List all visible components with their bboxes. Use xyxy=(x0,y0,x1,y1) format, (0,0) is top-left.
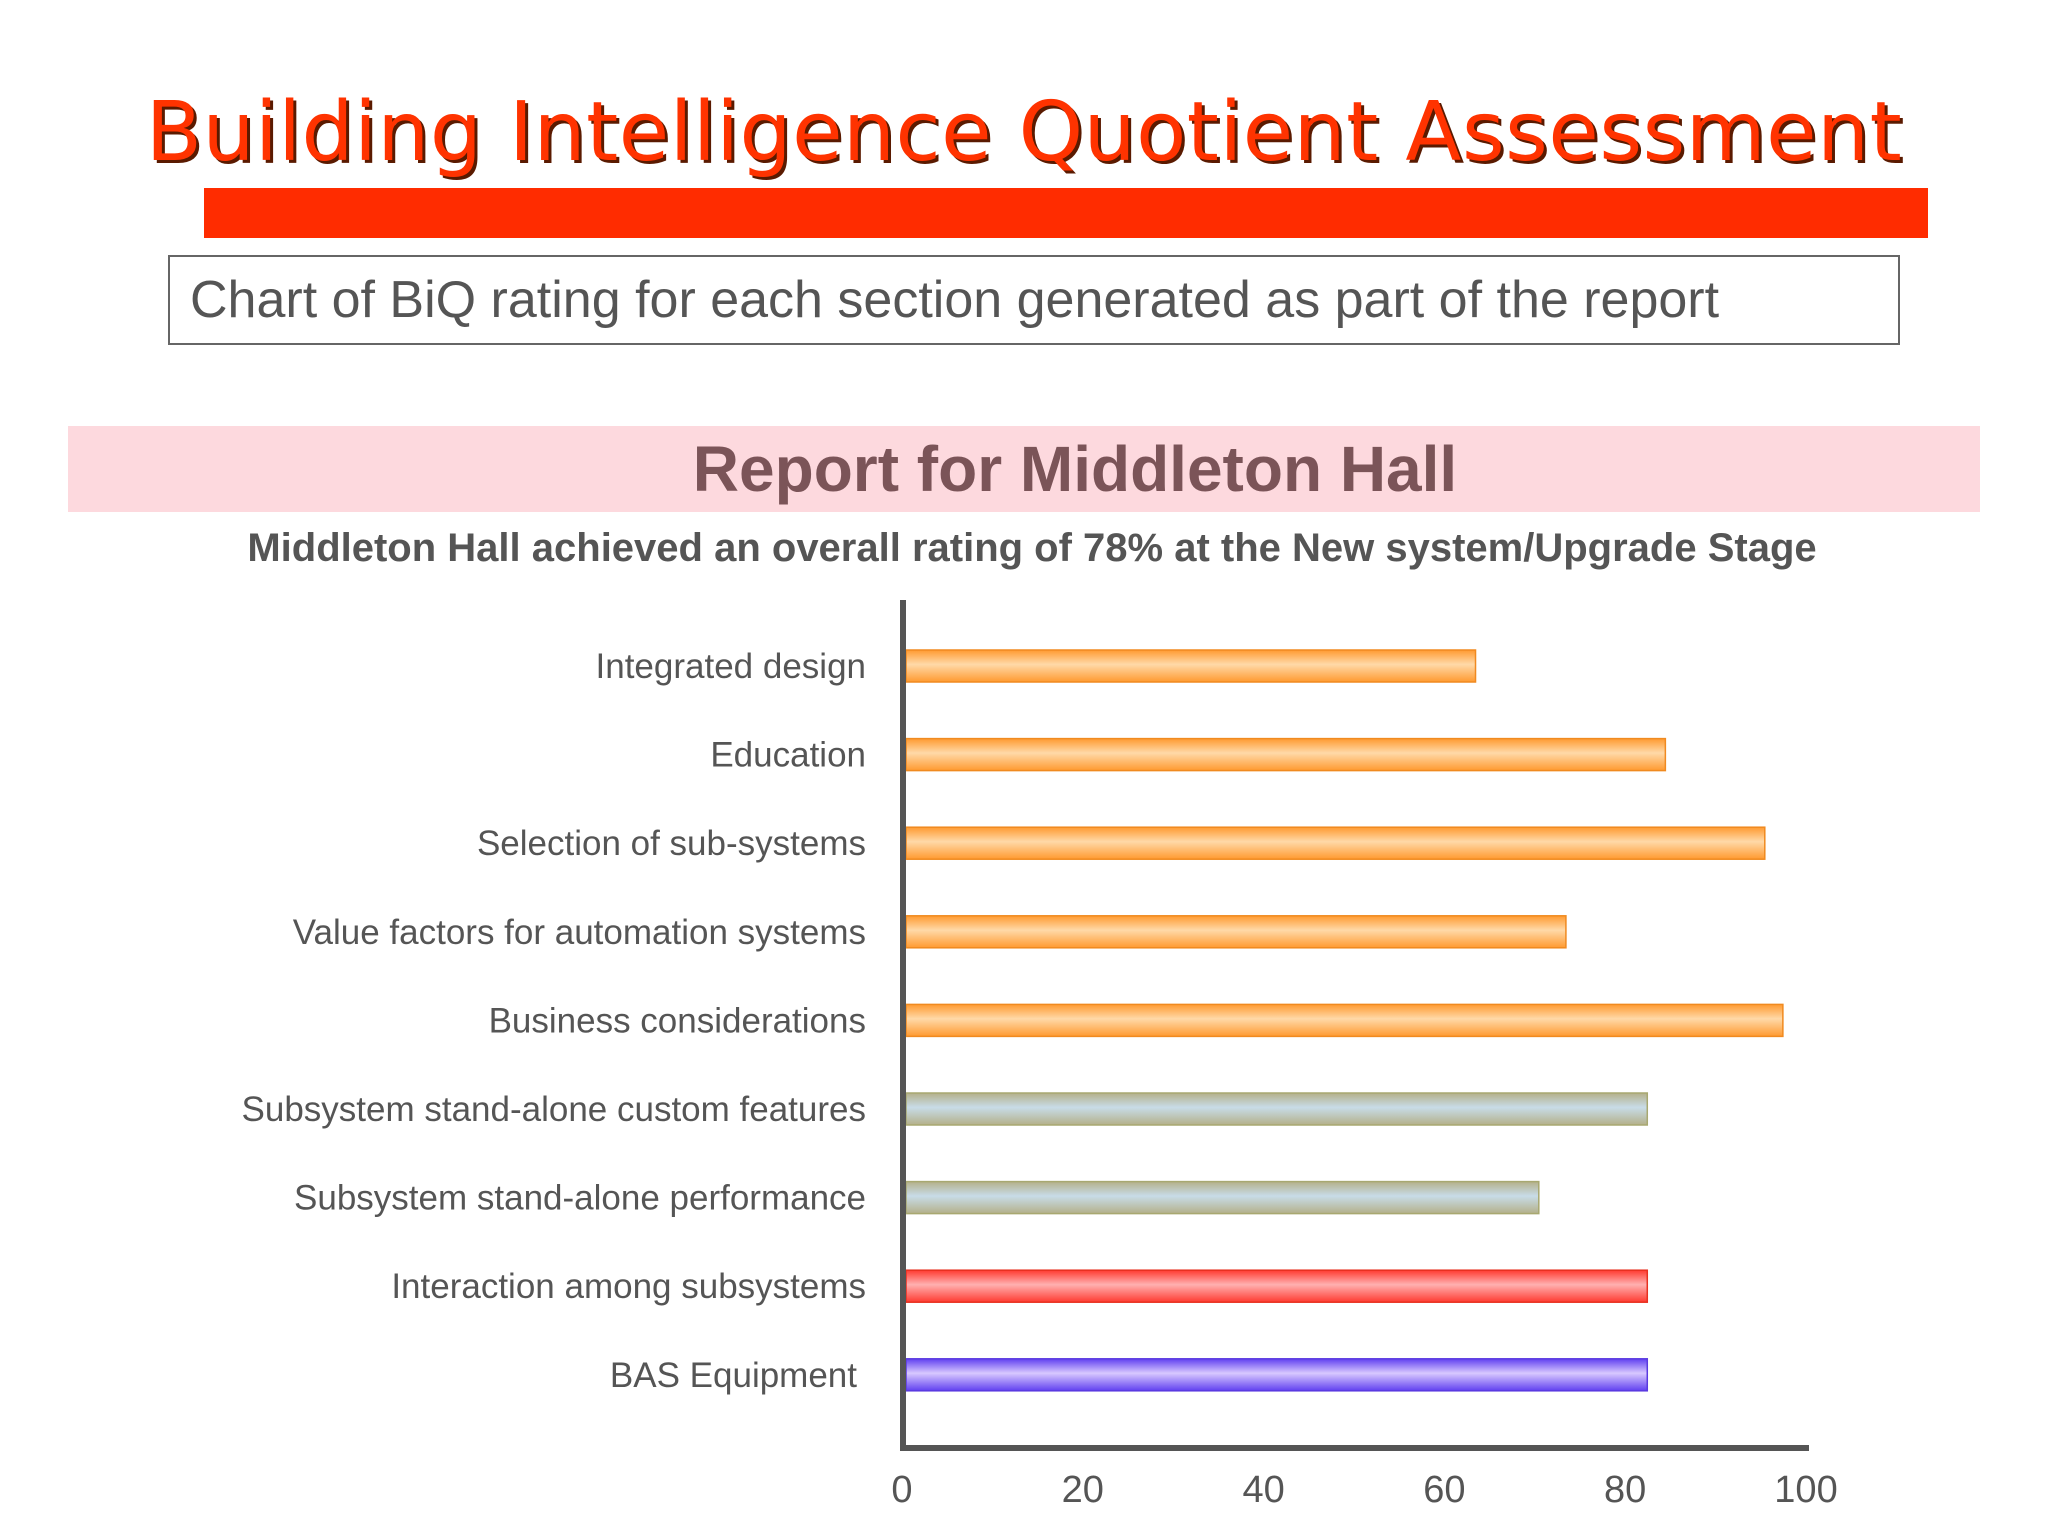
bar-business-considerations xyxy=(905,1003,1784,1038)
category-label: Value factors for automation systems xyxy=(293,913,866,952)
x-tick-label: 40 xyxy=(1242,1469,1284,1511)
main-title: Building Intelligence Quotient Assessmen… xyxy=(145,85,1903,180)
category-label: Business considerations xyxy=(489,1001,866,1040)
x-tick-label: 100 xyxy=(1774,1469,1837,1511)
category-label: Interaction among subsystems xyxy=(391,1267,866,1306)
bar-interaction-among-subsystems xyxy=(905,1269,1649,1303)
x-tick-label: 0 xyxy=(891,1469,912,1511)
category-label: BAS Equipment xyxy=(610,1356,857,1395)
x-tick-label: 80 xyxy=(1604,1469,1646,1511)
caption-box: Chart of BiQ rating for each section gen… xyxy=(168,255,1900,345)
x-tick-label: 60 xyxy=(1423,1469,1465,1511)
title-underline-bar xyxy=(204,188,1928,238)
bar-education xyxy=(905,737,1667,772)
category-label: Integrated design xyxy=(596,647,866,686)
category-label: Education xyxy=(710,736,866,775)
overall-rating-summary: Middleton Hall achieved an overall ratin… xyxy=(247,526,1817,570)
bar-subsystem-stand-alone-performance xyxy=(905,1180,1540,1215)
bar-value-factors-for-automation-systems xyxy=(905,915,1567,949)
report-title-band xyxy=(68,426,1980,512)
bar-integrated-design xyxy=(905,649,1477,683)
category-label: Subsystem stand-alone custom features xyxy=(242,1090,866,1129)
bar-subsystem-stand-alone-custom-features xyxy=(905,1092,1649,1126)
report-title: Report for Middleton Hall xyxy=(692,433,1458,505)
bar-selection-of-sub-systems xyxy=(905,826,1766,860)
x-tick-label: 20 xyxy=(1062,1469,1104,1511)
bar-bas-equipment xyxy=(905,1358,1649,1392)
category-label: Selection of sub-systems xyxy=(477,824,866,863)
category-label: Subsystem stand-alone performance xyxy=(294,1179,866,1218)
biq-bar-chart: Integrated design Education Selection of s… xyxy=(242,600,1838,1511)
